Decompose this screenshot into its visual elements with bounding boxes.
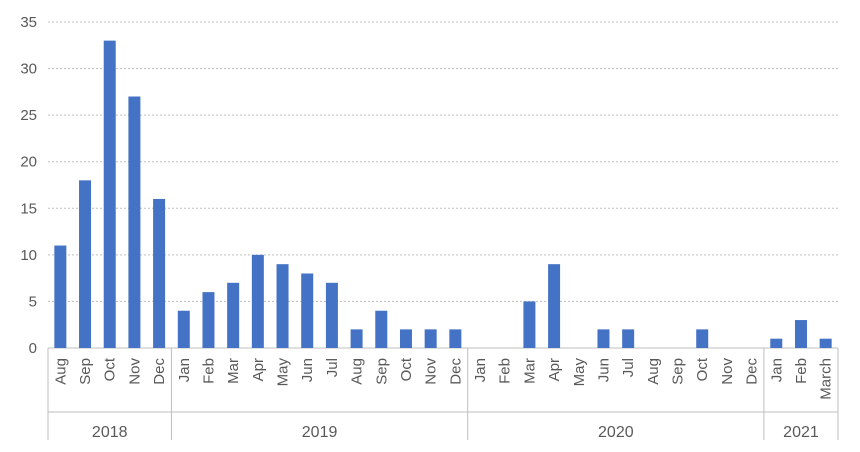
x-tick-label: Sep [373,358,390,385]
x-tick-label: Apr [546,358,563,381]
x-tick-label: Dec [151,358,168,385]
x-tick-label: Aug [645,358,662,385]
bar [449,329,462,348]
bar [819,338,832,348]
bar [523,301,536,348]
y-tick-label: 0 [29,340,37,357]
y-tick-label: 15 [20,200,37,217]
bar [276,264,289,348]
year-label: 2018 [92,424,128,441]
x-tick-label: Nov [719,358,736,385]
y-tick-label: 5 [29,293,37,310]
bar [597,329,610,348]
x-tick-label: Mar [521,358,538,384]
x-tick-label: Jan [472,358,489,382]
x-tick-label: Feb [200,358,217,384]
x-tick-label: Oct [102,357,119,381]
x-tick-label: Sep [77,358,94,385]
bar [251,254,264,348]
bar [79,180,92,348]
bar [622,329,635,348]
x-tick-label: March [818,358,835,400]
bar [227,282,240,348]
x-tick-label: Nov [126,358,143,385]
x-tick-label: Aug [52,358,69,385]
bar [399,329,412,348]
bar [770,338,783,348]
y-tick-label: 35 [20,14,37,31]
bar [548,264,561,348]
bar [424,329,437,348]
year-label: 2021 [783,424,819,441]
x-tick-label: Mar [225,358,242,384]
bar [177,310,190,348]
x-tick-label: Dec [744,358,761,385]
bar [54,245,67,348]
x-tick-label: Feb [793,358,810,384]
year-label: 2020 [598,424,634,441]
x-tick-label: Dec [447,358,464,385]
x-tick-label: Aug [349,358,366,385]
x-tick-label: Apr [250,358,267,381]
x-tick-label: Jul [620,358,637,377]
x-tick-label: Jan [768,358,785,382]
y-tick-label: 25 [20,107,37,124]
x-tick-label: Nov [423,358,440,385]
x-tick-label: Oct [398,357,415,381]
x-tick-label: Feb [497,358,514,384]
x-tick-label: Jun [595,358,612,382]
bar [103,40,116,348]
x-tick-label: Sep [670,358,687,385]
x-tick-label: May [275,358,292,387]
bar [202,292,215,348]
y-tick-label: 30 [20,61,37,78]
x-tick-label: Jun [299,358,316,382]
year-label: 2019 [302,424,338,441]
bar [375,310,388,348]
x-tick-label: Jan [176,358,193,382]
bar [794,320,807,348]
bar [301,273,314,348]
x-tick-label: May [571,358,588,387]
x-tick-label: Oct [694,357,711,381]
y-tick-label: 10 [20,247,37,264]
bar [350,329,363,348]
x-tick-label: Jul [324,358,341,377]
bar [153,198,166,348]
bar [325,282,338,348]
y-tick-label: 20 [20,154,37,171]
bar [128,96,141,348]
bar [696,329,709,348]
